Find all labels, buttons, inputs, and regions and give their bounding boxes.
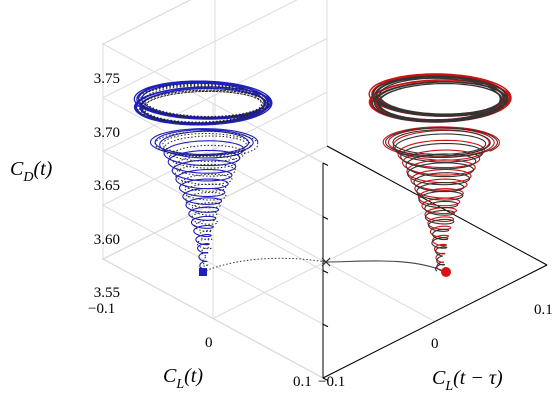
cd-axis-label: CD(t) <box>10 158 53 185</box>
axis-box <box>101 0 549 381</box>
cl-delay-tick-label-1: 0 <box>431 336 439 352</box>
cl-tick-label-1: 0 <box>205 335 213 351</box>
axis-labels: CD(t) CL(t) CL(t − τ) <box>10 158 503 394</box>
cl-axis-label: CL(t) <box>163 365 203 392</box>
start-marker-square <box>199 268 207 276</box>
tick-mark-cd-0 <box>322 377 329 381</box>
start-marker-circle <box>441 267 451 277</box>
tick-mark-cd-1 <box>322 323 329 328</box>
cl-delay-tick-label-2: 0.1 <box>534 302 553 318</box>
trajectories <box>133 73 512 274</box>
gridline-cl-delay-floor-0 <box>102 258 324 379</box>
trajectory-right-dark-path <box>385 127 499 272</box>
limit-cycle-left-dotted <box>136 83 270 125</box>
tick-labels: 3.55 3.60 3.65 3.70 3.75 −0.1 0 0.1 −0.1… <box>88 71 553 390</box>
cl-delay-axis-label: CL(t − τ) <box>432 367 503 394</box>
cl-delay-tick-label-0: −0.1 <box>318 374 345 390</box>
cd-tick-label-3: 3.70 <box>94 125 120 141</box>
cd-tick-label-2: 3.65 <box>94 178 120 194</box>
connector-left-dotted <box>202 257 327 273</box>
limit-cycle-left <box>133 80 273 126</box>
connector-right <box>325 260 447 273</box>
tick-mark-cd-3 <box>322 216 329 220</box>
tick-mark-cd-2 <box>322 270 329 274</box>
fixed-point-cross <box>321 257 331 267</box>
trajectory-left-path <box>149 128 259 271</box>
markers <box>199 257 451 277</box>
cl-tick-label-0: −0.1 <box>88 301 115 317</box>
cl-tick-label-2: 0.1 <box>293 374 312 390</box>
limit-cycle-right-dark <box>371 75 509 123</box>
axis-line-cl <box>322 264 548 379</box>
cd-tick-label-0: 3.55 <box>94 285 120 301</box>
trajectory-right-path <box>382 126 501 272</box>
tick-mark-cd-4 <box>322 162 329 166</box>
cd-tick-label-1: 3.60 <box>94 232 120 248</box>
cd-tick-label-4: 3.75 <box>94 71 120 87</box>
trajectory-left-dotted-path <box>154 130 259 274</box>
